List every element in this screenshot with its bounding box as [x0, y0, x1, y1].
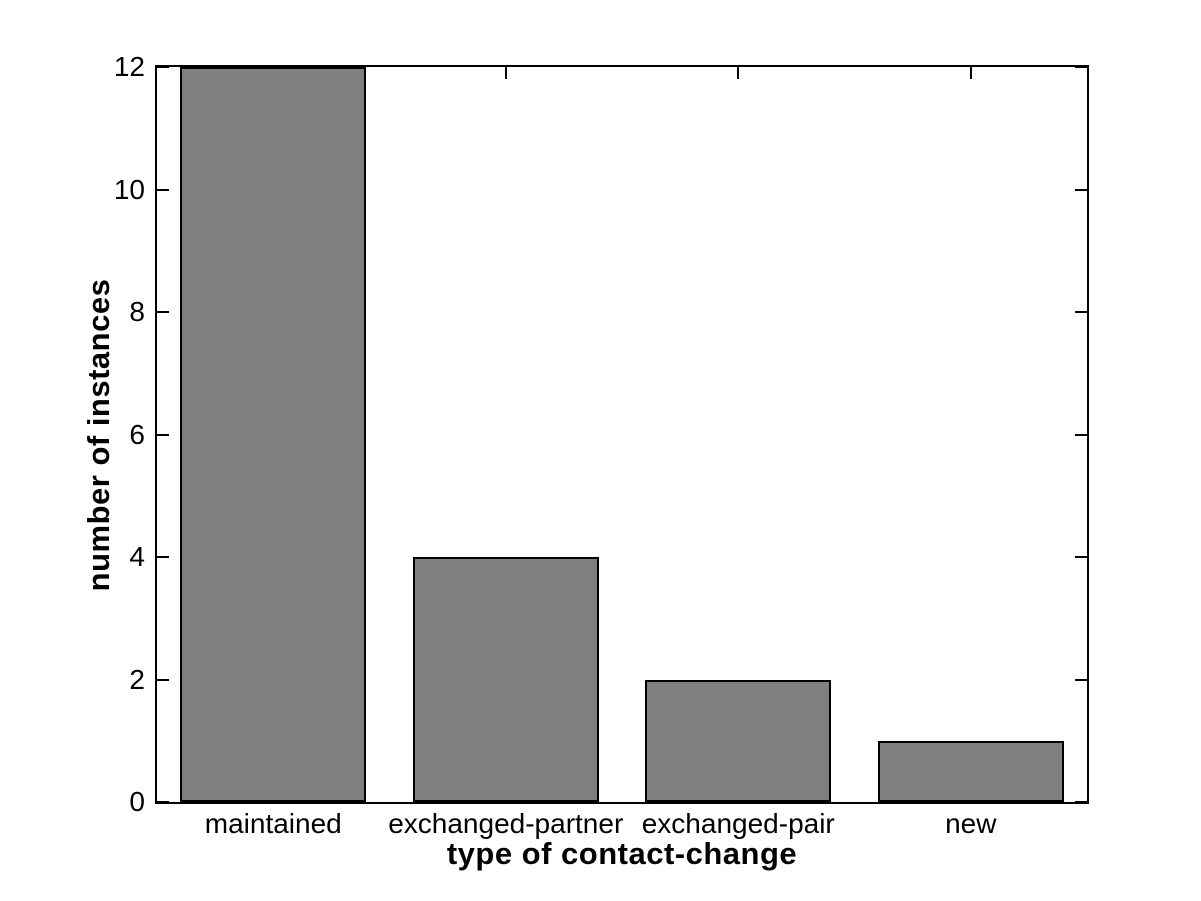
y-axis-title: number of instances	[81, 278, 116, 592]
plot-area	[155, 65, 1089, 804]
y-tick-label: 8	[129, 296, 145, 327]
y-axis-tick-mark-right	[1075, 556, 1087, 558]
x-axis-title: type of contact-change	[446, 836, 798, 871]
y-tick-label: 6	[129, 418, 145, 450]
y-tick-label: 0	[129, 786, 145, 817]
x-axis-tick-mark-top	[969, 67, 972, 79]
y-axis-tick-mark-left	[157, 311, 169, 313]
y-axis-tick-mark-right	[1075, 66, 1087, 68]
x-tick-label-new: new	[945, 808, 997, 839]
y-axis-tick-mark-left	[157, 801, 169, 803]
x-tick-label-exchanged-pair: exchanged-pair	[641, 808, 835, 839]
y-axis-tick-mark-left	[157, 556, 169, 558]
y-axis-tick-mark-left	[157, 678, 169, 681]
y-axis-tick-mark-right	[1075, 678, 1087, 681]
bar-exchanged-partner	[412, 557, 599, 802]
x-tick-label-maintained: maintained	[204, 808, 342, 839]
y-tick-label: 12	[113, 51, 145, 82]
y-tick-label: 2	[129, 663, 145, 695]
bar-new	[877, 740, 1064, 802]
y-tick-label: 10	[113, 173, 145, 205]
y-axis-tick-mark-right	[1075, 188, 1087, 191]
bar-maintained	[180, 67, 367, 802]
y-axis-tick-mark-left	[157, 433, 169, 436]
x-tick-label-exchanged-partner: exchanged-partner	[388, 808, 624, 839]
y-axis-tick-mark-left	[157, 188, 169, 191]
x-axis-tick-mark-top	[737, 67, 740, 79]
y-axis-tick-mark-right	[1075, 311, 1087, 313]
y-axis-tick-mark-right	[1075, 433, 1087, 436]
y-axis-tick-mark-right	[1075, 801, 1087, 803]
bar-exchanged-pair	[645, 679, 832, 802]
x-axis-tick-mark-top	[504, 67, 507, 79]
y-axis-tick-mark-left	[157, 66, 169, 68]
y-tick-label: 4	[129, 541, 145, 572]
